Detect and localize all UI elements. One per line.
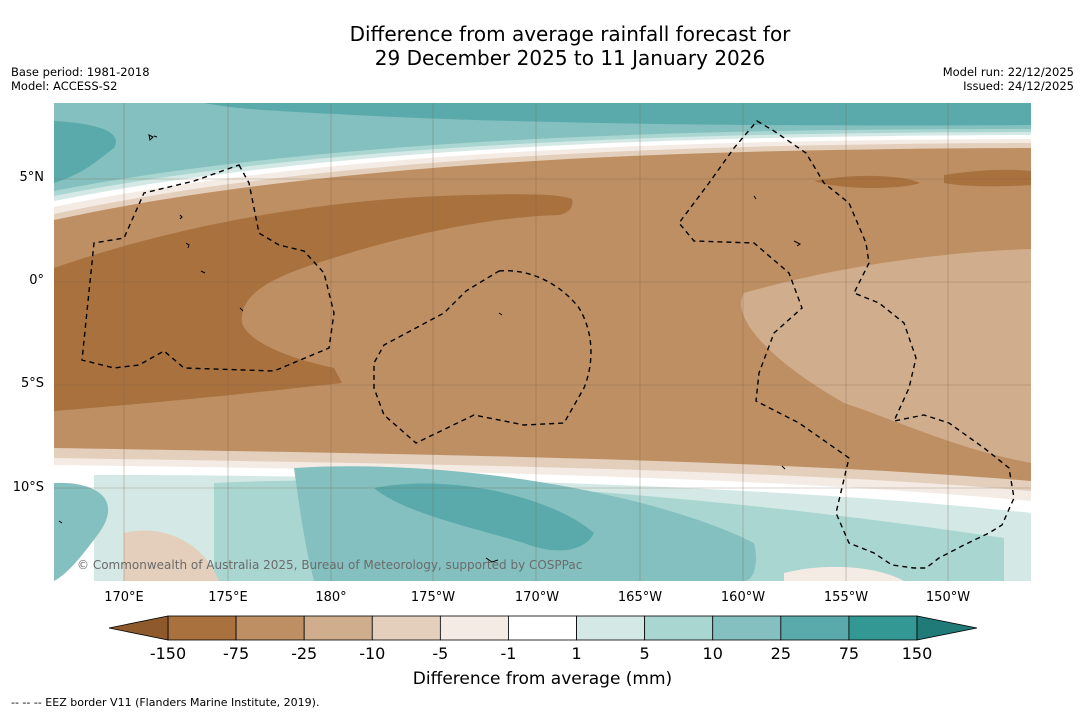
colorbar-segment xyxy=(167,615,237,641)
island-shape xyxy=(185,242,190,249)
colorbar-tick-label: -75 xyxy=(223,644,250,663)
lon-label-170e: 170°E xyxy=(104,590,144,605)
lat-label-0: 0° xyxy=(29,273,44,288)
title-line-1: Difference from average rainfall forecas… xyxy=(349,22,791,46)
eez-border-tokelau xyxy=(373,270,592,444)
issued-date: Issued: 24/12/2025 xyxy=(963,79,1074,93)
colorbar-segment xyxy=(780,615,850,641)
colorbar-tick-label: -10 xyxy=(359,644,386,663)
colorbar-segment xyxy=(848,615,918,641)
model-run: Model run: 22/12/2025 xyxy=(942,65,1074,79)
colorbar-segment xyxy=(576,615,646,641)
base-period: Base period: 1981-2018 xyxy=(11,65,150,79)
colorbar-segment xyxy=(508,615,577,641)
island-shape xyxy=(200,270,206,274)
colorbar-segment xyxy=(439,615,509,641)
model-name: Model: ACCESS-S2 xyxy=(11,79,118,93)
island-shape xyxy=(485,557,499,563)
colorbar-tick-label: -150 xyxy=(149,644,187,663)
region-east-dry-150-2 xyxy=(944,169,1031,187)
colorbar-tick-label: -25 xyxy=(291,644,318,663)
colorbar-tick-label: 75 xyxy=(838,644,860,663)
island-shape xyxy=(781,465,786,470)
lat-label-10s: 10°S xyxy=(12,480,44,495)
lon-label-170w: 170°W xyxy=(514,590,560,605)
lon-label-175w: 175°W xyxy=(410,590,456,605)
region-north-wet-75-top xyxy=(204,103,1031,126)
colorbar-tick-label: -1 xyxy=(500,644,517,663)
colorbar-segment xyxy=(371,615,441,641)
lon-label-175e: 175°E xyxy=(208,590,248,605)
colorbar-tick-label: 5 xyxy=(639,644,650,663)
map-title: Difference from average rainfall forecas… xyxy=(0,22,1085,70)
colorbar-segment xyxy=(303,615,373,641)
colorbar-tick-label: -5 xyxy=(432,644,449,663)
colorbar xyxy=(108,615,978,641)
colorbar-segment xyxy=(644,615,714,641)
meta-right: Model run: 22/12/2025 Issued: 24/12/2025 xyxy=(943,65,1074,93)
islands xyxy=(58,134,801,563)
lat-label-5n: 5°N xyxy=(19,170,45,185)
region-north-wet-75-left xyxy=(54,121,116,183)
copyright-notice: © Commonwealth of Australia 2025, Bureau… xyxy=(77,558,583,572)
island-shape xyxy=(793,240,801,247)
colorbar-tick-label: 10 xyxy=(702,644,723,663)
region-west-dry-150 xyxy=(54,194,573,411)
meta-left: Base period: 1981-2018 Model: ACCESS-S2 xyxy=(11,65,150,93)
lon-label-180: 180° xyxy=(315,590,347,605)
region-sw-wet-25 xyxy=(54,482,109,581)
island-shape xyxy=(58,520,63,524)
eez-borders xyxy=(81,120,1015,569)
colorbar-under-arrow xyxy=(108,615,169,641)
lon-label-150w: 150°W xyxy=(925,590,971,605)
eez-border-east xyxy=(678,120,1015,569)
eez-footnote: -- -- -- EEZ border V11 (Flanders Marine… xyxy=(11,696,320,709)
colorbar-title: Difference from average (mm) xyxy=(412,669,673,689)
colorbar-segment xyxy=(235,615,305,641)
region-south-wet-75 xyxy=(374,483,594,551)
rainfall-map xyxy=(54,103,1031,581)
colorbar-segment xyxy=(712,615,782,641)
lon-label-160w: 160°W xyxy=(720,590,766,605)
lat-label-5s: 5°S xyxy=(20,376,44,391)
colorbar-over-arrow xyxy=(916,615,978,641)
eez-border-tuvalu xyxy=(81,164,335,372)
island-shape xyxy=(753,195,757,200)
colorbar-segments xyxy=(167,615,918,641)
colorbar-tick-label: 25 xyxy=(770,644,791,663)
lon-label-165w: 165°W xyxy=(617,590,663,605)
island-shape xyxy=(239,307,244,312)
graticule-lines xyxy=(54,103,1031,581)
region-south-dry-patch-2 xyxy=(784,566,904,581)
colorbar-tick-label: 1 xyxy=(571,644,582,663)
region-east-dry-25 xyxy=(741,249,1031,463)
title-line-2: 29 December 2025 to 11 January 2026 xyxy=(374,46,766,70)
region-south-dry-patch-1 xyxy=(124,530,219,581)
island-shape xyxy=(179,214,183,220)
island-shape xyxy=(498,312,503,316)
island-shape xyxy=(153,135,158,138)
colorbar-tick-label: 150 xyxy=(901,644,933,663)
island-shape xyxy=(148,134,154,142)
lon-label-155w: 155°W xyxy=(823,590,869,605)
